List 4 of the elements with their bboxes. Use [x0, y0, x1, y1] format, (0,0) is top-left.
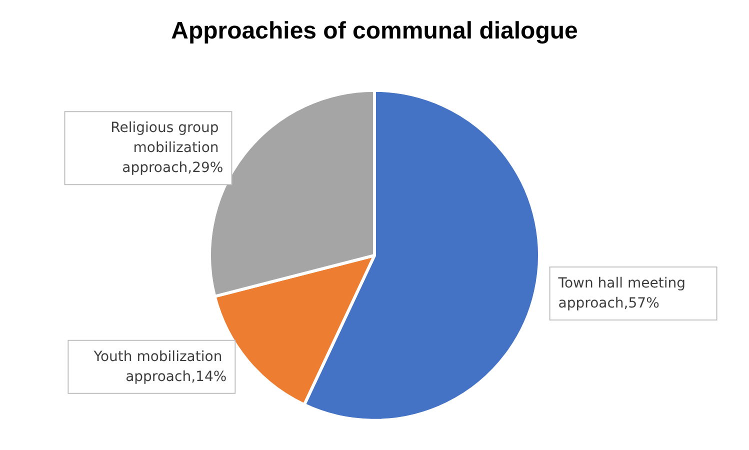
slice-label: Youth mobilization approach,14% [92, 348, 227, 385]
chart-title: Approachies of communal dialogue [171, 18, 578, 44]
slice-label: Religious group mobilization approach,29% [110, 120, 224, 176]
slice-label: Town hall meeting approach,57% [557, 276, 690, 312]
